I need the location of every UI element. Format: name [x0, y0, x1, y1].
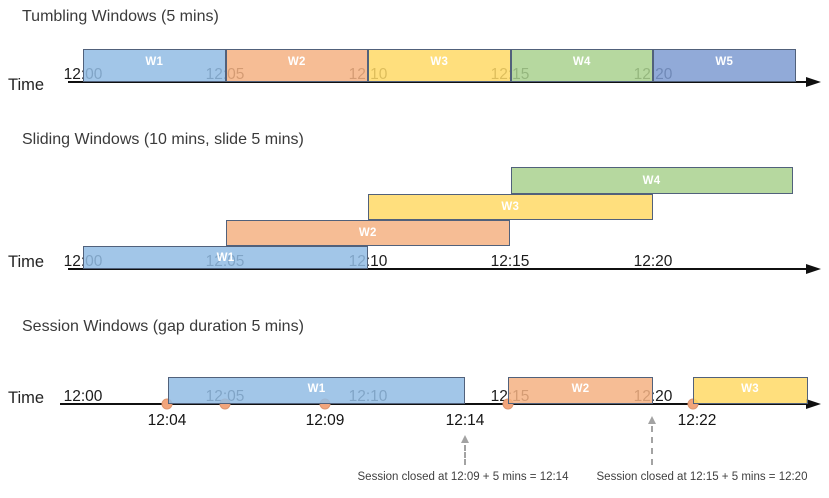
window-label-w1: W1 [216, 251, 235, 264]
time-axis-line [68, 81, 806, 84]
window-w3: W3 [368, 194, 653, 220]
window-w5: W5 [653, 49, 796, 82]
window-w1: W1 [168, 377, 465, 404]
time-axis-label: Time [8, 76, 45, 94]
window-label-w4: W4 [572, 55, 591, 68]
dashed-arrow-tail [651, 426, 653, 465]
time-axis-line [68, 268, 806, 271]
up-arrowhead-icon [648, 416, 656, 424]
window-w1: W1 [83, 246, 368, 269]
dashed-up-arrow [648, 416, 656, 465]
window-w3: W3 [692, 377, 808, 404]
window-label-w3: W3 [741, 382, 759, 395]
window-w4: W4 [510, 167, 793, 194]
window-w2: W2 [508, 377, 653, 404]
time-axis-arrowhead-icon [806, 263, 821, 274]
window-w4: W4 [510, 49, 653, 82]
window-label-w2: W2 [358, 227, 377, 239]
up-arrowhead-icon [461, 435, 469, 443]
sliding-diagram-title: Sliding Windows (10 mins, slide 5 mins) [22, 131, 304, 148]
axis-tick-12-00: 12:00 [63, 388, 103, 405]
tumbling-diagram-title: Tumbling Windows (5 mins) [22, 8, 219, 25]
event-time-12-22: 12:22 [677, 412, 717, 429]
window-label-w3: W3 [430, 55, 449, 68]
window-label-w4: W4 [642, 174, 661, 187]
time-axis-label: Time [8, 389, 45, 407]
time-axis-arrowhead-icon [806, 398, 821, 409]
event-time-12-14: 12:14 [445, 412, 485, 429]
dashed-arrow-tail [464, 445, 466, 465]
session-closed-note: Session closed at 12:09 + 5 mins = 12:14 [357, 471, 569, 483]
time-axis-label: Time [8, 253, 45, 271]
dashed-up-arrow [461, 435, 469, 465]
axis-tick-12-15: 12:15 [490, 253, 530, 270]
event-dot [161, 398, 173, 410]
window-label-w3: W3 [501, 201, 520, 213]
event-time-12-09: 12:09 [305, 412, 345, 429]
time-axis-line [60, 403, 806, 406]
window-w2: W2 [225, 220, 510, 246]
axis-tick-12-20: 12:20 [633, 253, 673, 270]
window-label-w2: W2 [571, 382, 590, 395]
window-w1: W1 [83, 49, 226, 82]
session-diagram-title: Session Windows (gap duration 5 mins) [22, 318, 304, 335]
window-w2: W2 [225, 49, 368, 82]
event-time-12-04: 12:04 [147, 412, 187, 429]
window-label-w1: W1 [145, 55, 164, 68]
window-label-w5: W5 [715, 55, 734, 68]
window-label-w1: W1 [307, 382, 326, 395]
window-w3: W3 [368, 49, 511, 82]
session-closed-note: Session closed at 12:15 + 5 mins = 12:20 [596, 471, 808, 483]
window-label-w2: W2 [287, 55, 306, 68]
time-axis-arrowhead-icon [806, 76, 821, 87]
